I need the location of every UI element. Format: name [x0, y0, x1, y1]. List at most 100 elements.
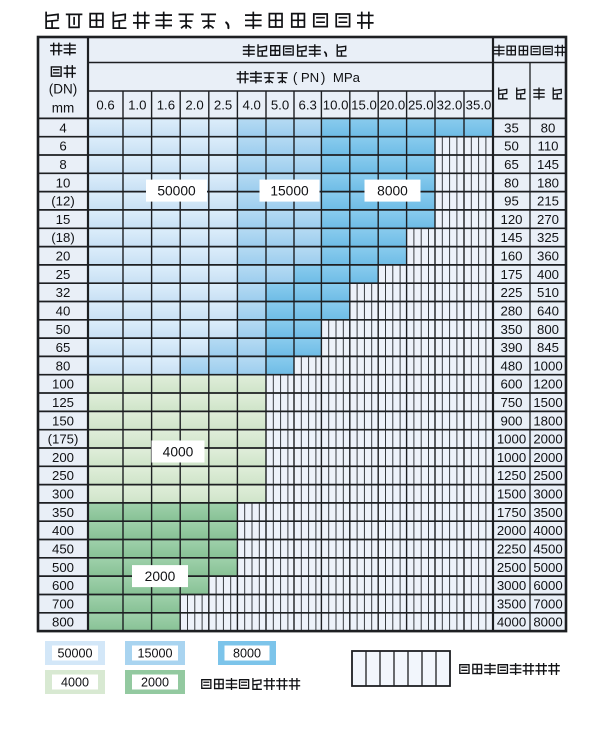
svg-text:100: 100 — [52, 377, 74, 392]
svg-text:900: 900 — [500, 413, 522, 428]
svg-text:(18): (18) — [51, 230, 74, 245]
svg-text:215: 215 — [537, 194, 559, 209]
svg-text:800: 800 — [52, 615, 74, 630]
svg-text:1000: 1000 — [497, 450, 526, 465]
svg-text:2000: 2000 — [141, 676, 169, 690]
svg-text:1000: 1000 — [533, 358, 562, 373]
svg-text:4000: 4000 — [163, 444, 194, 459]
svg-text:120: 120 — [500, 212, 522, 227]
svg-text:300: 300 — [52, 487, 74, 502]
svg-text:4000: 4000 — [61, 676, 89, 690]
svg-text:8: 8 — [59, 157, 66, 172]
svg-text:2.0: 2.0 — [185, 98, 203, 113]
svg-text:15: 15 — [56, 212, 71, 227]
svg-text:270: 270 — [537, 212, 559, 227]
svg-text:32.0: 32.0 — [437, 98, 463, 113]
svg-text:5.0: 5.0 — [271, 98, 289, 113]
svg-text:15.0: 15.0 — [351, 98, 377, 113]
svg-text:4.0: 4.0 — [243, 98, 261, 113]
svg-text:80: 80 — [541, 120, 556, 135]
svg-text:160: 160 — [500, 249, 522, 264]
svg-text:15000: 15000 — [270, 183, 309, 198]
svg-text:32: 32 — [56, 285, 71, 300]
svg-text:6: 6 — [59, 139, 66, 154]
svg-text:325: 325 — [537, 230, 559, 245]
svg-text:8000: 8000 — [377, 183, 408, 198]
svg-text:1.0: 1.0 — [128, 98, 146, 113]
svg-text:1200: 1200 — [533, 377, 562, 392]
svg-text:25: 25 — [56, 267, 71, 282]
svg-text:2000: 2000 — [533, 432, 562, 447]
svg-text:15000: 15000 — [137, 647, 172, 661]
svg-text:80: 80 — [56, 358, 71, 373]
svg-text:150: 150 — [52, 413, 74, 428]
svg-text:2250: 2250 — [497, 542, 526, 557]
svg-text:1800: 1800 — [533, 413, 562, 428]
svg-text:65: 65 — [56, 340, 71, 355]
svg-text:10.0: 10.0 — [323, 98, 349, 113]
svg-text:180: 180 — [537, 175, 559, 190]
svg-text:640: 640 — [537, 304, 559, 319]
svg-text:845: 845 — [537, 340, 559, 355]
svg-text:(175): (175) — [48, 432, 79, 447]
svg-text:1000: 1000 — [497, 432, 526, 447]
svg-text:400: 400 — [52, 523, 74, 538]
svg-text:350: 350 — [52, 505, 74, 520]
svg-text:1500: 1500 — [533, 395, 562, 410]
svg-text:25.0: 25.0 — [408, 98, 434, 113]
svg-text:2000: 2000 — [497, 523, 526, 538]
svg-text:MPa: MPa — [333, 70, 361, 85]
svg-text:0.6: 0.6 — [96, 98, 114, 113]
svg-text:(: ( — [293, 70, 298, 85]
svg-text:(12): (12) — [51, 194, 74, 209]
svg-text:6000: 6000 — [533, 578, 562, 593]
svg-text:4000: 4000 — [497, 615, 526, 630]
svg-text:400: 400 — [537, 267, 559, 282]
svg-text:200: 200 — [52, 450, 74, 465]
svg-text:3500: 3500 — [497, 596, 526, 611]
svg-text:145: 145 — [537, 157, 559, 172]
svg-text:8000: 8000 — [533, 615, 562, 630]
svg-text:1.6: 1.6 — [157, 98, 175, 113]
svg-text:50: 50 — [504, 139, 519, 154]
svg-text:750: 750 — [500, 395, 522, 410]
svg-text:35: 35 — [504, 120, 519, 135]
svg-text:95: 95 — [504, 194, 519, 209]
svg-text:2500: 2500 — [497, 560, 526, 575]
svg-text:50000: 50000 — [57, 647, 92, 661]
svg-text:480: 480 — [500, 358, 522, 373]
svg-text:800: 800 — [537, 322, 559, 337]
svg-text:40: 40 — [56, 304, 71, 319]
svg-text:225: 225 — [500, 285, 522, 300]
svg-text:10: 10 — [56, 175, 71, 190]
svg-text:125: 125 — [52, 395, 74, 410]
svg-text:35.0: 35.0 — [466, 98, 492, 113]
svg-text:700: 700 — [52, 596, 74, 611]
svg-text:3000: 3000 — [533, 487, 562, 502]
svg-text:2000: 2000 — [533, 450, 562, 465]
svg-text:5000: 5000 — [533, 560, 562, 575]
svg-text:1500: 1500 — [497, 487, 526, 502]
svg-text:80: 80 — [504, 175, 519, 190]
svg-text:50: 50 — [56, 322, 71, 337]
svg-text:6.3: 6.3 — [299, 98, 317, 113]
svg-text:4000: 4000 — [533, 523, 562, 538]
svg-text:600: 600 — [52, 578, 74, 593]
svg-text:2500: 2500 — [533, 468, 562, 483]
svg-text:2.5: 2.5 — [214, 98, 232, 113]
svg-text:65: 65 — [504, 157, 519, 172]
svg-text:250: 250 — [52, 468, 74, 483]
svg-text:20: 20 — [56, 249, 71, 264]
svg-text:350: 350 — [500, 322, 522, 337]
svg-text:4500: 4500 — [533, 542, 562, 557]
svg-text:280: 280 — [500, 304, 522, 319]
svg-text:2000: 2000 — [145, 569, 176, 584]
svg-text:3000: 3000 — [497, 578, 526, 593]
svg-text:390: 390 — [500, 340, 522, 355]
svg-text:500: 500 — [52, 560, 74, 575]
svg-text:360: 360 — [537, 249, 559, 264]
svg-text:mm: mm — [52, 101, 75, 116]
svg-text:110: 110 — [537, 139, 558, 154]
svg-text:20.0: 20.0 — [380, 98, 406, 113]
svg-text:7000: 7000 — [533, 596, 562, 611]
